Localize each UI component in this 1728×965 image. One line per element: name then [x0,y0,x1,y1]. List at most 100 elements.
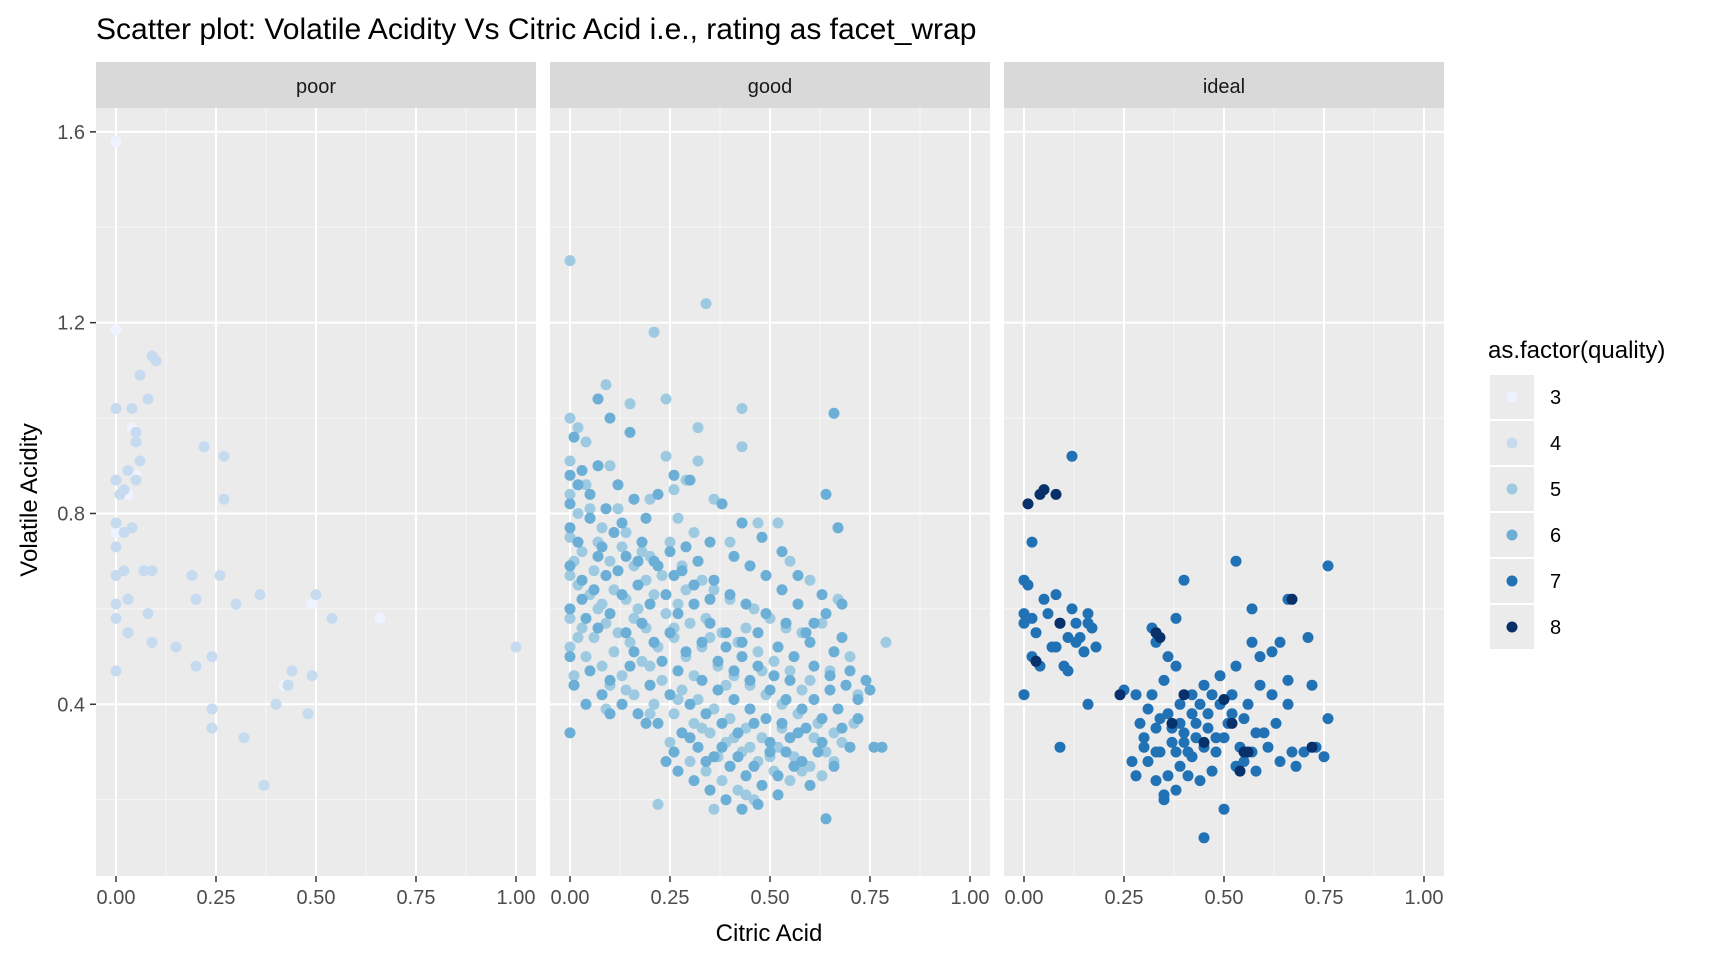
data-point-q7 [1182,746,1194,758]
data-point-q6 [696,636,708,648]
data-point-q5 [564,641,576,653]
data-point-q6 [572,536,584,548]
data-point-q6 [720,794,732,806]
data-point-q6 [632,555,644,567]
data-point-q7 [1138,741,1150,753]
data-point-q6 [564,498,576,510]
data-point-q5 [628,689,640,701]
y-axis: 0.4 0.8 1.2 1.6 [57,122,96,716]
data-point-q5 [696,722,708,734]
legend-label: 4 [1550,433,1561,455]
data-point-q6 [564,651,576,663]
data-point-q5 [664,736,676,748]
data-point-q6 [716,741,728,753]
data-point-q6 [836,722,848,734]
data-point-q6 [660,589,672,601]
data-point-q4 [146,565,158,577]
data-point-q4 [306,670,318,682]
data-point-q6 [852,713,864,725]
data-point-q6 [844,741,856,753]
data-point-q4 [110,665,122,677]
data-point-q4 [110,598,122,610]
data-point-q4 [302,708,314,720]
data-point-q5 [700,298,712,310]
data-point-q5 [704,632,716,643]
data-point-q7 [1158,794,1170,806]
data-point-q4 [130,426,142,438]
data-point-q5 [708,584,720,596]
x-tick-label: 1.00 [951,887,990,909]
data-point-q6 [612,565,624,577]
data-point-q5 [580,436,592,448]
data-point-q5 [564,412,576,424]
legend-item-5: 5 [1490,467,1561,511]
data-point-q7 [1018,617,1030,629]
data-points [110,135,522,791]
data-point-q5 [828,727,840,739]
data-point-q6 [752,627,764,639]
data-point-q6 [760,570,772,581]
data-point-q6 [568,431,580,443]
data-point-q6 [584,488,596,500]
data-point-q7 [1162,770,1174,782]
data-point-q7 [1078,646,1090,658]
data-point-q6 [864,684,876,696]
data-point-q5 [572,632,584,643]
data-points [1018,450,1334,844]
facet-panel-poor: poor 0.00 0.25 0.50 0.75 1.00 0.4 0.8 1.2 1.6 [57,62,536,909]
data-point-q6 [728,694,740,705]
data-point-q6 [636,536,648,548]
data-point-q4 [186,570,198,581]
data-point-q5 [564,455,576,467]
data-point-q7 [1062,632,1074,643]
data-point-q5 [656,570,668,581]
data-point-q7 [1322,560,1334,572]
data-point-q7 [1318,751,1330,763]
data-point-q5 [692,694,704,705]
data-point-q4 [122,465,134,476]
data-point-q8 [1226,717,1238,729]
data-point-q6 [604,674,616,686]
data-point-q6 [732,751,744,763]
data-point-q4 [206,703,218,715]
data-point-q6 [644,598,656,610]
data-point-q7 [1170,660,1182,672]
legend-swatch [1506,529,1518,541]
data-point-q7 [1306,679,1318,691]
data-point-q5 [740,622,752,634]
y-tick-label: 1.6 [57,122,85,144]
data-point-q6 [720,641,732,653]
data-point-q4 [218,450,230,462]
data-point-q7 [1206,765,1218,777]
data-point-q5 [636,655,648,667]
data-point-q7 [1282,698,1294,710]
data-point-q7 [1174,717,1186,729]
data-point-q7 [1134,717,1146,729]
data-point-q6 [820,813,832,825]
data-point-q7 [1154,713,1166,725]
facet-strip [550,62,990,108]
data-point-q8 [1054,617,1066,629]
data-point-q6 [616,698,628,710]
data-point-q6 [788,651,800,663]
data-point-q5 [588,632,600,643]
data-point-q5 [632,603,644,615]
data-point-q7 [1238,756,1250,767]
data-point-q4 [230,598,242,610]
data-point-q7 [1322,713,1334,725]
x-tick-label: 0.50 [751,887,790,909]
data-point-q6 [704,593,716,605]
data-point-q5 [564,531,576,543]
data-point-q3 [110,527,122,538]
data-point-q6 [720,627,732,639]
data-point-q7 [1202,708,1214,720]
data-point-q5 [704,727,716,739]
data-point-q4 [142,608,154,620]
data-point-q6 [680,646,692,658]
data-point-q6 [604,708,616,720]
data-point-q5 [600,379,612,391]
data-point-q6 [824,684,836,696]
data-point-q6 [712,655,724,667]
data-point-q7 [1162,708,1174,720]
x-tick-label: 0.00 [97,887,136,909]
